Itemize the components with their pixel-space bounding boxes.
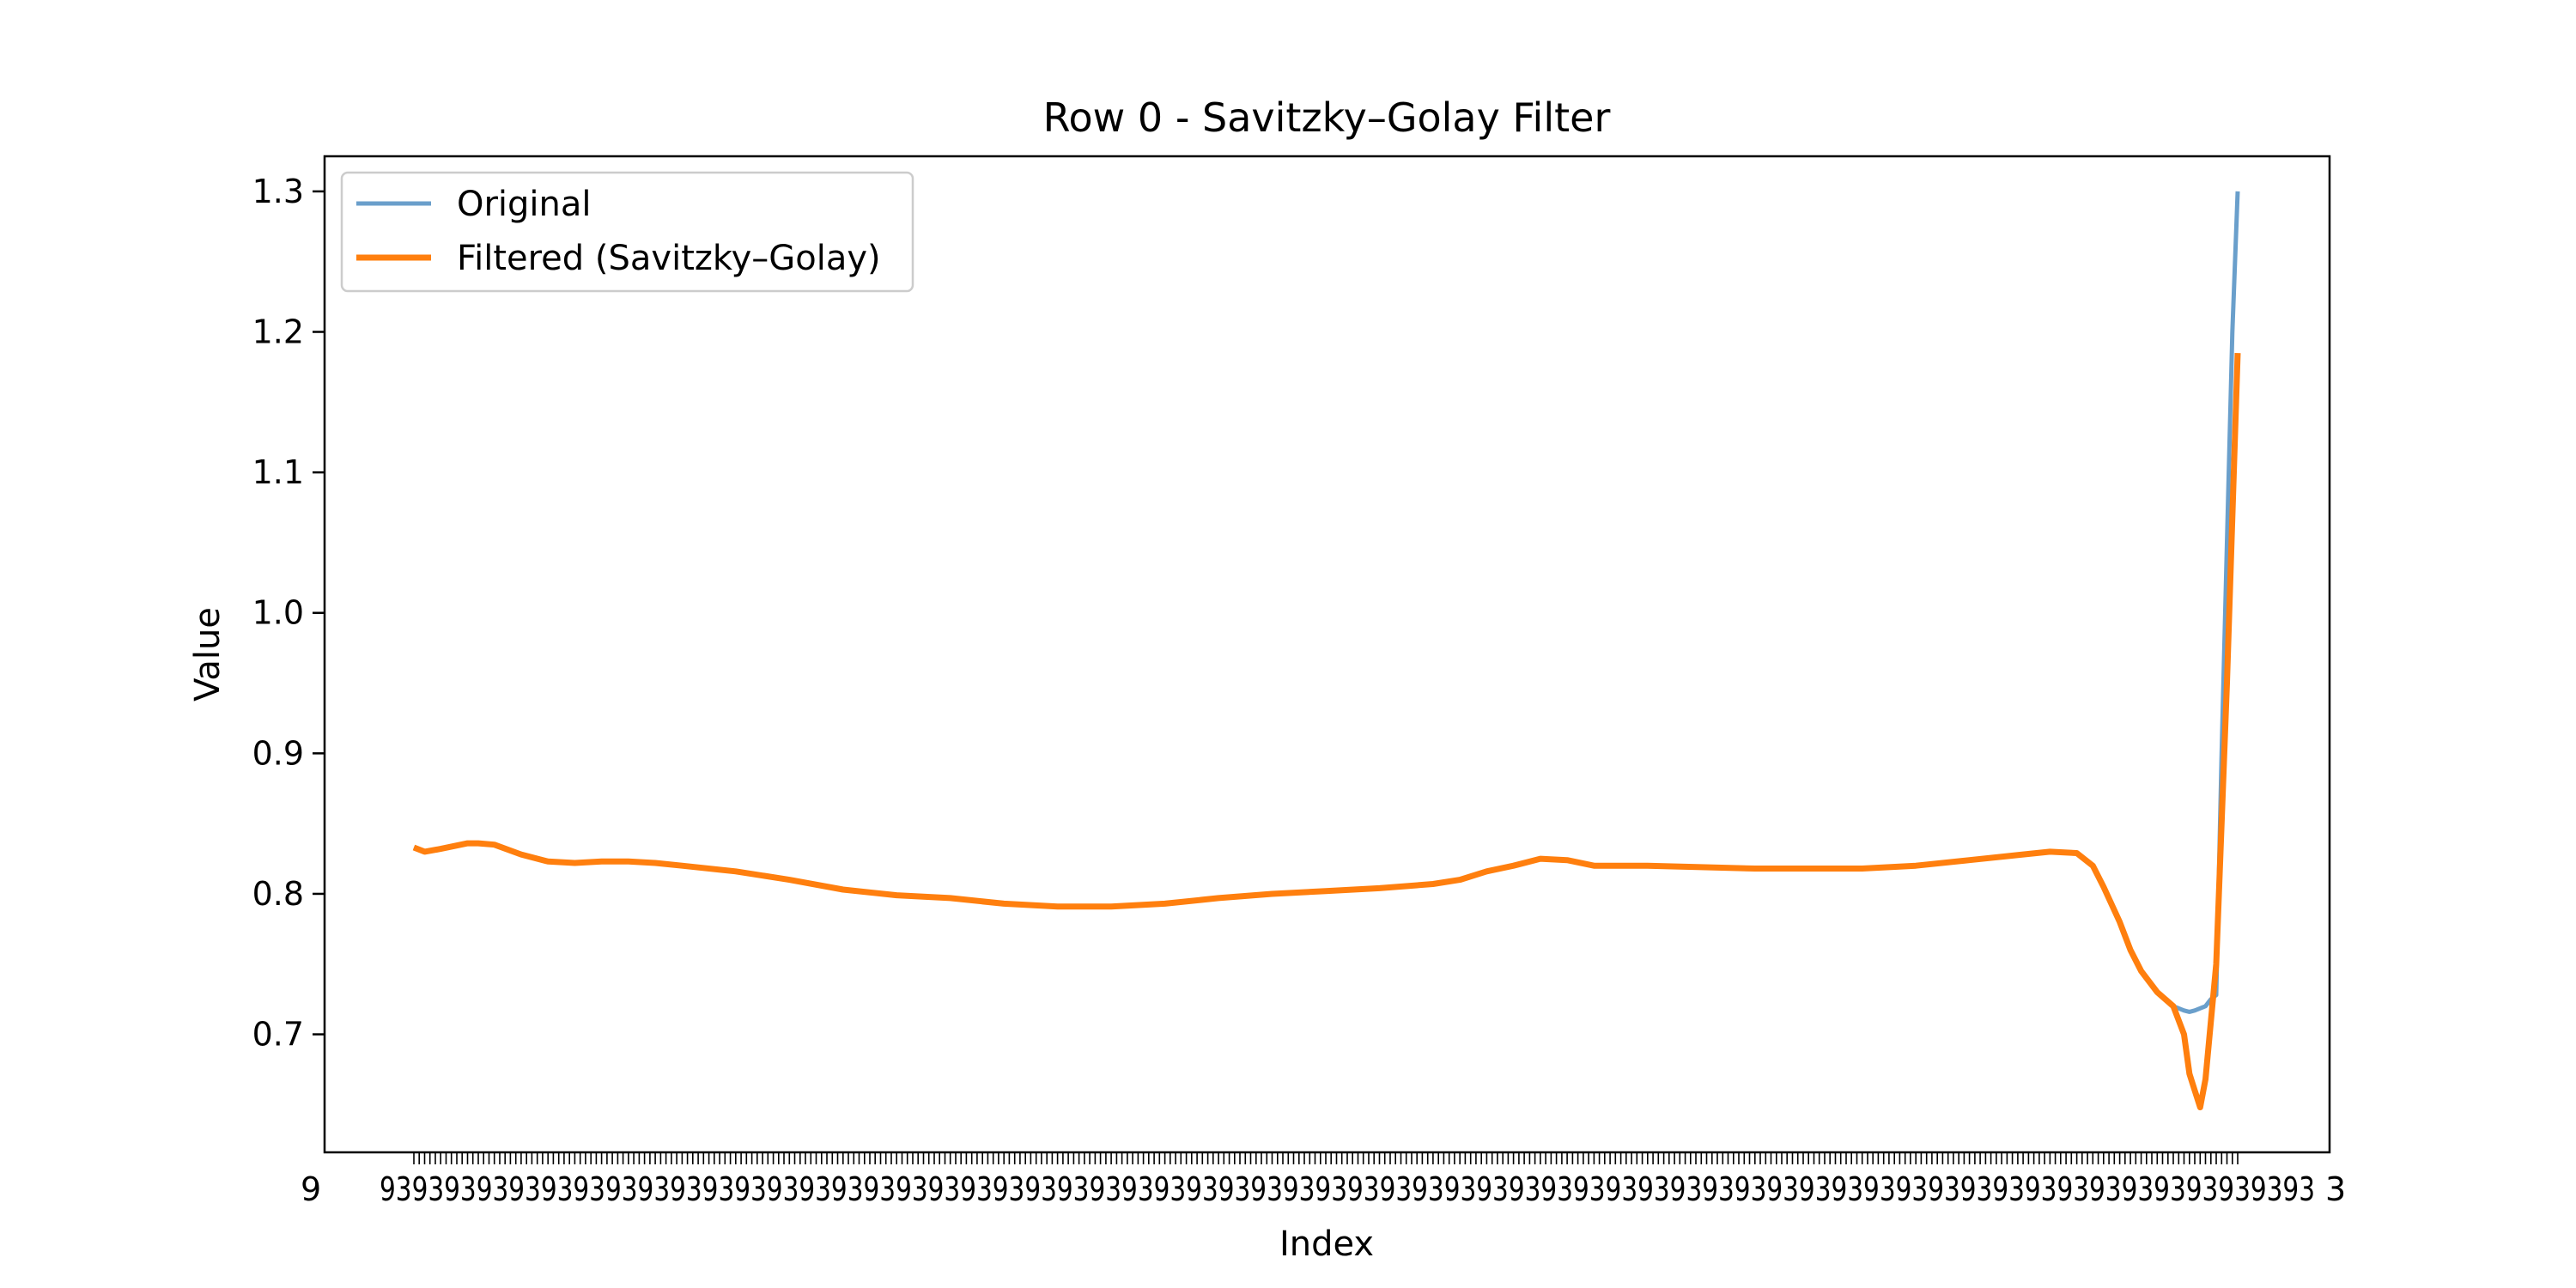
y-axis-label: Value [188,607,228,702]
legend-box [340,171,914,293]
plot-area [325,156,2330,1152]
y-tick-label: 1.0 [252,594,304,632]
y-tick-label: 0.7 [252,1016,304,1054]
x-tick-label-last: 3 [2325,1170,2346,1208]
legend-label-filtered: Filtered (Savitzky–Golay) [457,239,881,278]
chart-title: Row 0 - Savitzky–Golay Filter [1043,94,1611,141]
x-axis-label: Index [1279,1224,1374,1264]
y-tick-label: 0.8 [252,875,304,913]
y-tick-label: 0.9 [252,734,304,772]
plot-frame [323,155,2331,1154]
series-layer [412,191,2241,1111]
y-axis: 0.7 0.8 0.9 1.0 1.1 1.2 1.3 [252,173,325,1054]
legend-label-original: Original [457,185,592,224]
y-tick-label: 1.1 [252,453,304,491]
legend: Original Filtered (Savitzky–Golay) [340,171,914,293]
x-tick-label-first: 9 [301,1170,321,1208]
y-tick-label: 1.2 [252,313,304,351]
x-axis: 9393939393939393939393939393939393939393… [301,1152,2346,1208]
x-tick-label-band: 9393939393939393939393939393939393939393… [380,1170,2315,1208]
series-line-1 [412,352,2241,1111]
y-tick-label: 1.3 [252,173,304,210]
